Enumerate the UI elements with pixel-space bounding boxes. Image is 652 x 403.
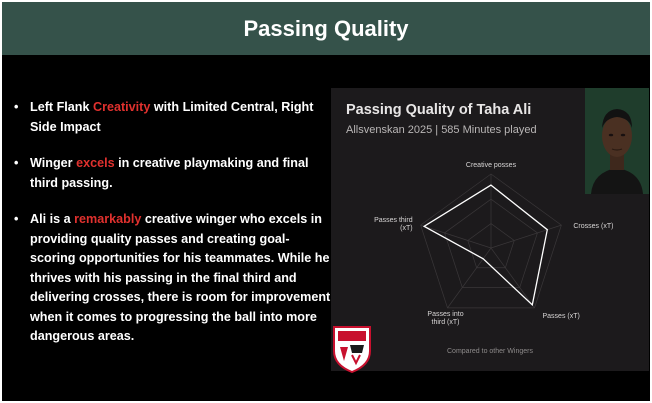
radar-spoke <box>490 247 535 309</box>
insight-item: Left Flank Creativity with Limited Centr… <box>12 98 332 137</box>
radar-spoke <box>447 247 492 309</box>
passing-quality-card: Passing Quality of Taha Ali Allsvenskan … <box>331 88 649 371</box>
radar-spoke <box>490 224 562 249</box>
radar-axis-label: Passes into third (xT) <box>427 311 463 326</box>
player-portrait-icon <box>585 88 649 194</box>
highlight-word: Creativity <box>92 100 151 114</box>
slide-title: Passing Quality <box>243 15 409 41</box>
radar-grid-ring <box>467 223 515 269</box>
radar-labels: Creative posses Crosses (xT) Passes (xT) Pa… <box>374 162 613 326</box>
highlight-word: remarkably <box>74 212 142 226</box>
radar-grid <box>420 173 562 309</box>
card-title: Passing Quality of Taha Ali <box>346 102 532 118</box>
radar-axis-label: Passes third (xT) <box>374 217 413 232</box>
radar-axis-label: Creative posses <box>466 162 517 169</box>
comparison-note: Compared to other Wingers <box>447 348 533 355</box>
insight-list: Left Flank Creativity with Limited Centr… <box>12 98 332 364</box>
shield-crest-icon <box>333 326 371 373</box>
radar-grid-ring <box>444 198 538 288</box>
radar-axis-label: Passes (xT) <box>542 313 579 320</box>
card-subtitle: Allsvenskan 2025 | 585 Minutes played <box>346 124 537 136</box>
radar-grid-ring <box>420 173 562 309</box>
radar-shape <box>422 184 549 307</box>
slide-header: Passing Quality <box>2 2 650 55</box>
radar-axis-label: Crosses (xT) <box>573 223 613 230</box>
radar-chart: Creative posses Crosses (xT) Passes (xT) Pa… <box>374 162 613 326</box>
insight-item: Ali is a remarkably creative winger who … <box>12 210 332 347</box>
highlight-word: excels <box>76 156 115 170</box>
insight-item: Winger excels in creative playmaking and… <box>12 154 332 193</box>
radar-spoke <box>420 224 492 249</box>
